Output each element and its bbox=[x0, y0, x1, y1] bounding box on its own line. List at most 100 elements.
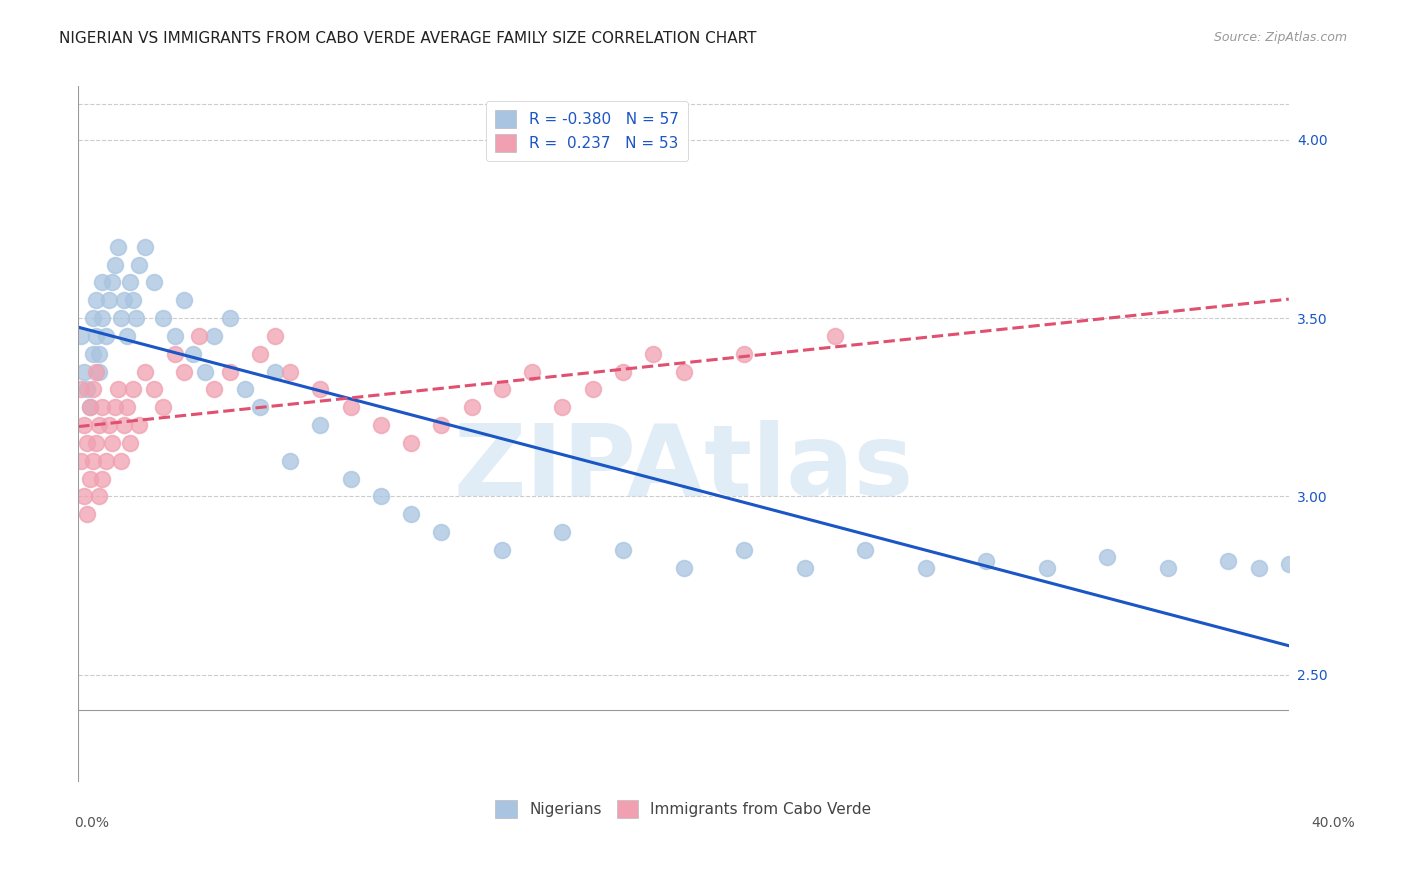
Point bbox=[672, 365, 695, 379]
Point bbox=[115, 401, 138, 415]
Point bbox=[121, 383, 143, 397]
Point bbox=[582, 383, 605, 397]
Point bbox=[612, 365, 634, 379]
Point bbox=[194, 365, 217, 379]
Point bbox=[86, 365, 108, 379]
Point bbox=[100, 436, 122, 450]
Point bbox=[204, 329, 226, 343]
Point bbox=[97, 418, 120, 433]
Point bbox=[152, 401, 174, 415]
Point bbox=[70, 383, 93, 397]
Point bbox=[460, 401, 482, 415]
Point bbox=[128, 418, 150, 433]
Point bbox=[103, 401, 125, 415]
Point bbox=[370, 490, 392, 504]
Text: 0.0%: 0.0% bbox=[75, 816, 108, 830]
Text: 40.0%: 40.0% bbox=[1310, 816, 1355, 830]
Point bbox=[134, 240, 156, 254]
Point bbox=[309, 418, 332, 433]
Point bbox=[399, 508, 422, 522]
Point bbox=[491, 383, 513, 397]
Point bbox=[103, 258, 125, 272]
Point bbox=[76, 508, 98, 522]
Point bbox=[107, 240, 129, 254]
Point bbox=[112, 418, 135, 433]
Point bbox=[204, 383, 226, 397]
Point bbox=[82, 383, 104, 397]
Text: NIGERIAN VS IMMIGRANTS FROM CABO VERDE AVERAGE FAMILY SIZE CORRELATION CHART: NIGERIAN VS IMMIGRANTS FROM CABO VERDE A… bbox=[59, 31, 756, 46]
Point bbox=[79, 401, 101, 415]
Point bbox=[134, 365, 156, 379]
Point bbox=[1157, 560, 1180, 574]
Point bbox=[249, 401, 271, 415]
Point bbox=[94, 454, 117, 468]
Point bbox=[1247, 560, 1270, 574]
Point bbox=[82, 311, 104, 326]
Point bbox=[142, 383, 165, 397]
Point bbox=[370, 418, 392, 433]
Point bbox=[142, 276, 165, 290]
Point bbox=[914, 560, 936, 574]
Point bbox=[399, 436, 422, 450]
Point bbox=[110, 311, 132, 326]
Point bbox=[73, 365, 96, 379]
Point bbox=[551, 524, 574, 539]
Point bbox=[733, 542, 755, 557]
Text: ZIPAtlas: ZIPAtlas bbox=[453, 420, 914, 517]
Point bbox=[309, 383, 332, 397]
Point bbox=[672, 560, 695, 574]
Point bbox=[551, 401, 574, 415]
Point bbox=[522, 365, 544, 379]
Point bbox=[853, 542, 876, 557]
Point bbox=[89, 347, 111, 361]
Point bbox=[100, 276, 122, 290]
Point bbox=[278, 454, 301, 468]
Point bbox=[110, 454, 132, 468]
Point bbox=[152, 311, 174, 326]
Point bbox=[1095, 549, 1118, 564]
Point bbox=[115, 329, 138, 343]
Point bbox=[181, 347, 204, 361]
Point bbox=[173, 293, 195, 308]
Point bbox=[73, 418, 96, 433]
Point bbox=[339, 401, 361, 415]
Point bbox=[86, 293, 108, 308]
Point bbox=[70, 454, 93, 468]
Point bbox=[76, 383, 98, 397]
Point bbox=[165, 347, 187, 361]
Text: Source: ZipAtlas.com: Source: ZipAtlas.com bbox=[1213, 31, 1347, 45]
Point bbox=[339, 472, 361, 486]
Point bbox=[91, 276, 114, 290]
Point bbox=[76, 436, 98, 450]
Point bbox=[430, 418, 453, 433]
Point bbox=[430, 524, 453, 539]
Point bbox=[128, 258, 150, 272]
Point bbox=[91, 311, 114, 326]
Point bbox=[793, 560, 815, 574]
Legend: Nigerians, Immigrants from Cabo Verde: Nigerians, Immigrants from Cabo Verde bbox=[489, 794, 877, 824]
Point bbox=[70, 329, 93, 343]
Point bbox=[278, 365, 301, 379]
Point bbox=[82, 454, 104, 468]
Point bbox=[165, 329, 187, 343]
Point bbox=[1035, 560, 1057, 574]
Point bbox=[94, 329, 117, 343]
Point bbox=[91, 472, 114, 486]
Point bbox=[974, 553, 997, 567]
Point bbox=[112, 293, 135, 308]
Point bbox=[79, 401, 101, 415]
Point bbox=[73, 490, 96, 504]
Point bbox=[264, 365, 287, 379]
Point bbox=[79, 472, 101, 486]
Point bbox=[86, 329, 108, 343]
Point bbox=[218, 311, 240, 326]
Point bbox=[91, 401, 114, 415]
Point bbox=[121, 293, 143, 308]
Point bbox=[733, 347, 755, 361]
Point bbox=[118, 436, 141, 450]
Point bbox=[264, 329, 287, 343]
Point bbox=[125, 311, 148, 326]
Point bbox=[233, 383, 256, 397]
Point bbox=[218, 365, 240, 379]
Point bbox=[118, 276, 141, 290]
